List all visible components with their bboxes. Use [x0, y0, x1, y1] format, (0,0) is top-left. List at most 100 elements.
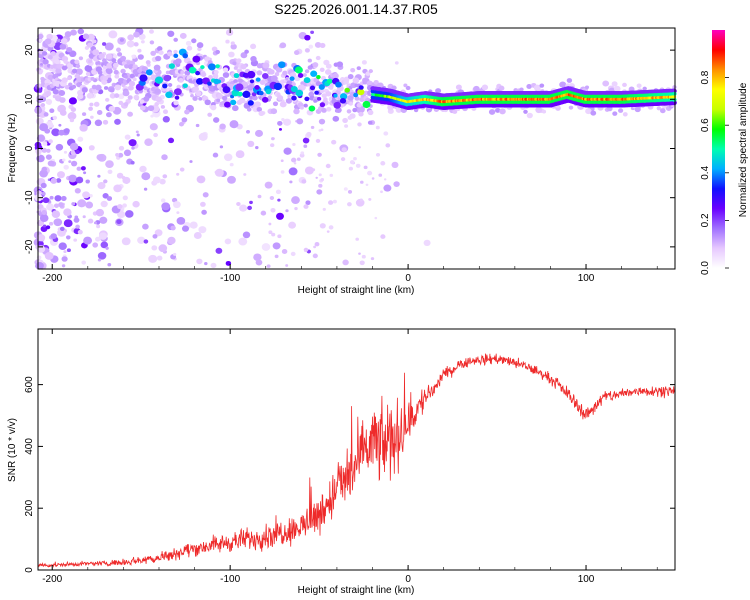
- heatmap-cell: [319, 42, 326, 48]
- heatmap-cell: [174, 95, 180, 100]
- y-tick-label: 200: [24, 499, 35, 516]
- heatmap-cell: [123, 101, 129, 107]
- heatmap-cell: [75, 64, 81, 69]
- heatmap-cell: [207, 112, 213, 117]
- heatmap-cell: [105, 246, 109, 250]
- heatmap-cell: [237, 91, 243, 97]
- heatmap-cell: [107, 169, 113, 175]
- heatmap-cell: [83, 171, 87, 175]
- x-tick-label: 0: [405, 574, 411, 585]
- heatmap-cell: [93, 101, 100, 107]
- heatmap-cell: [224, 238, 232, 245]
- colorbar-tick-label: 0.4: [700, 165, 711, 179]
- heatmap-cell: [214, 168, 224, 177]
- heatmap-cell: [137, 236, 146, 244]
- heatmap-cell: [494, 107, 501, 113]
- heatmap-cell: [368, 69, 373, 74]
- heatmap-cell: [75, 176, 84, 184]
- heatmap-cell: [239, 97, 246, 104]
- heatmap-cell: [207, 81, 212, 86]
- heatmap-cell: [45, 90, 52, 97]
- heatmap-cell: [88, 106, 93, 111]
- heatmap-cell: [50, 51, 56, 57]
- heatmap-cell: [67, 76, 72, 81]
- heatmap-cell: [354, 83, 359, 88]
- heatmap-cell: [215, 64, 220, 69]
- heatmap-cell: [59, 43, 67, 50]
- heatmap-cell: [295, 89, 304, 97]
- heatmap-cell: [219, 123, 226, 130]
- heatmap-cell: [244, 49, 249, 54]
- heatmap-cell: [35, 261, 44, 270]
- heatmap-cell: [81, 87, 88, 93]
- heatmap-cell: [68, 82, 73, 87]
- heatmap-cell: [106, 62, 113, 69]
- heatmap-cell: [269, 196, 275, 200]
- heatmap-cell: [328, 225, 334, 230]
- heatmap-cell: [46, 148, 51, 153]
- heatmap-cell: [111, 58, 117, 63]
- heatmap-cell: [92, 242, 99, 248]
- heatmap-cell: [191, 38, 197, 44]
- heatmap-cell: [292, 142, 296, 147]
- heatmap-cell: [117, 152, 124, 158]
- heatmap-cell: [277, 120, 283, 126]
- heatmap-cell: [165, 70, 171, 75]
- heatmap-cell: [352, 77, 360, 84]
- heatmap-cell: [321, 107, 327, 113]
- heatmap-cell: [167, 137, 175, 144]
- heatmap-cell: [383, 178, 387, 181]
- heatmap-cell: [40, 182, 47, 189]
- heatmap-cell: [612, 111, 618, 116]
- heatmap-cell: [197, 47, 202, 52]
- x-tick-label: -100: [220, 574, 240, 585]
- heatmap-cell: [176, 211, 180, 214]
- heatmap-cell: [75, 68, 83, 76]
- y-tick-label: 20: [24, 44, 35, 56]
- heatmap-cell: [328, 85, 334, 90]
- heatmap-cell: [319, 67, 325, 72]
- heatmap-cell: [672, 95, 677, 99]
- snr-x-ticks: -200 -100 0 100: [42, 329, 658, 585]
- heatmap-cell: [40, 225, 48, 232]
- heatmap-cell: [304, 249, 307, 253]
- heatmap-cell: [271, 232, 276, 237]
- heatmap-cell: [367, 120, 373, 125]
- heatmap-cell: [585, 108, 592, 115]
- heatmap-cell: [357, 88, 365, 96]
- heatmap-cell: [144, 138, 153, 147]
- heatmap-cell: [255, 259, 263, 266]
- heatmap-cell: [87, 42, 93, 48]
- snr-xlabel: Height of straight line (km): [298, 585, 415, 596]
- heatmap-cell: [85, 201, 94, 209]
- heatmap-cell: [167, 236, 176, 245]
- heatmap-cell: [363, 165, 368, 170]
- heatmap-cell: [618, 108, 624, 113]
- heatmap-cell: [42, 224, 47, 228]
- colorbar: 0.0 0.2 0.4 0.6 0.8 Normalized spectral ampl…: [700, 30, 749, 275]
- heatmap-cell: [660, 108, 666, 114]
- heatmap-cell: [353, 92, 359, 98]
- heatmap-cell: [312, 62, 319, 68]
- heatmap-cell: [104, 42, 114, 51]
- heatmap-cell: [82, 215, 86, 219]
- heatmap-cell: [108, 105, 116, 112]
- heatmap-cell: [328, 200, 334, 205]
- heatmap-cell: [92, 49, 100, 56]
- heatmap-cell: [242, 231, 251, 239]
- heatmap-cell: [65, 235, 71, 240]
- heatmap-cell: [109, 93, 116, 99]
- heatmap-cell: [332, 199, 337, 204]
- heatmap-cell: [280, 170, 285, 174]
- heatmap-cell: [299, 105, 304, 110]
- heatmap-cell: [51, 128, 60, 137]
- heatmap-cell: [324, 69, 332, 75]
- heatmap-cell: [370, 257, 375, 261]
- heatmap-cell: [319, 102, 326, 108]
- heatmap-cell: [66, 248, 71, 253]
- heatmap-cell: [58, 202, 64, 208]
- heatmap-cell: [219, 145, 224, 149]
- heatmap-cell: [63, 208, 72, 216]
- heatmap-cell: [135, 130, 139, 134]
- heatmap-cell: [126, 40, 135, 48]
